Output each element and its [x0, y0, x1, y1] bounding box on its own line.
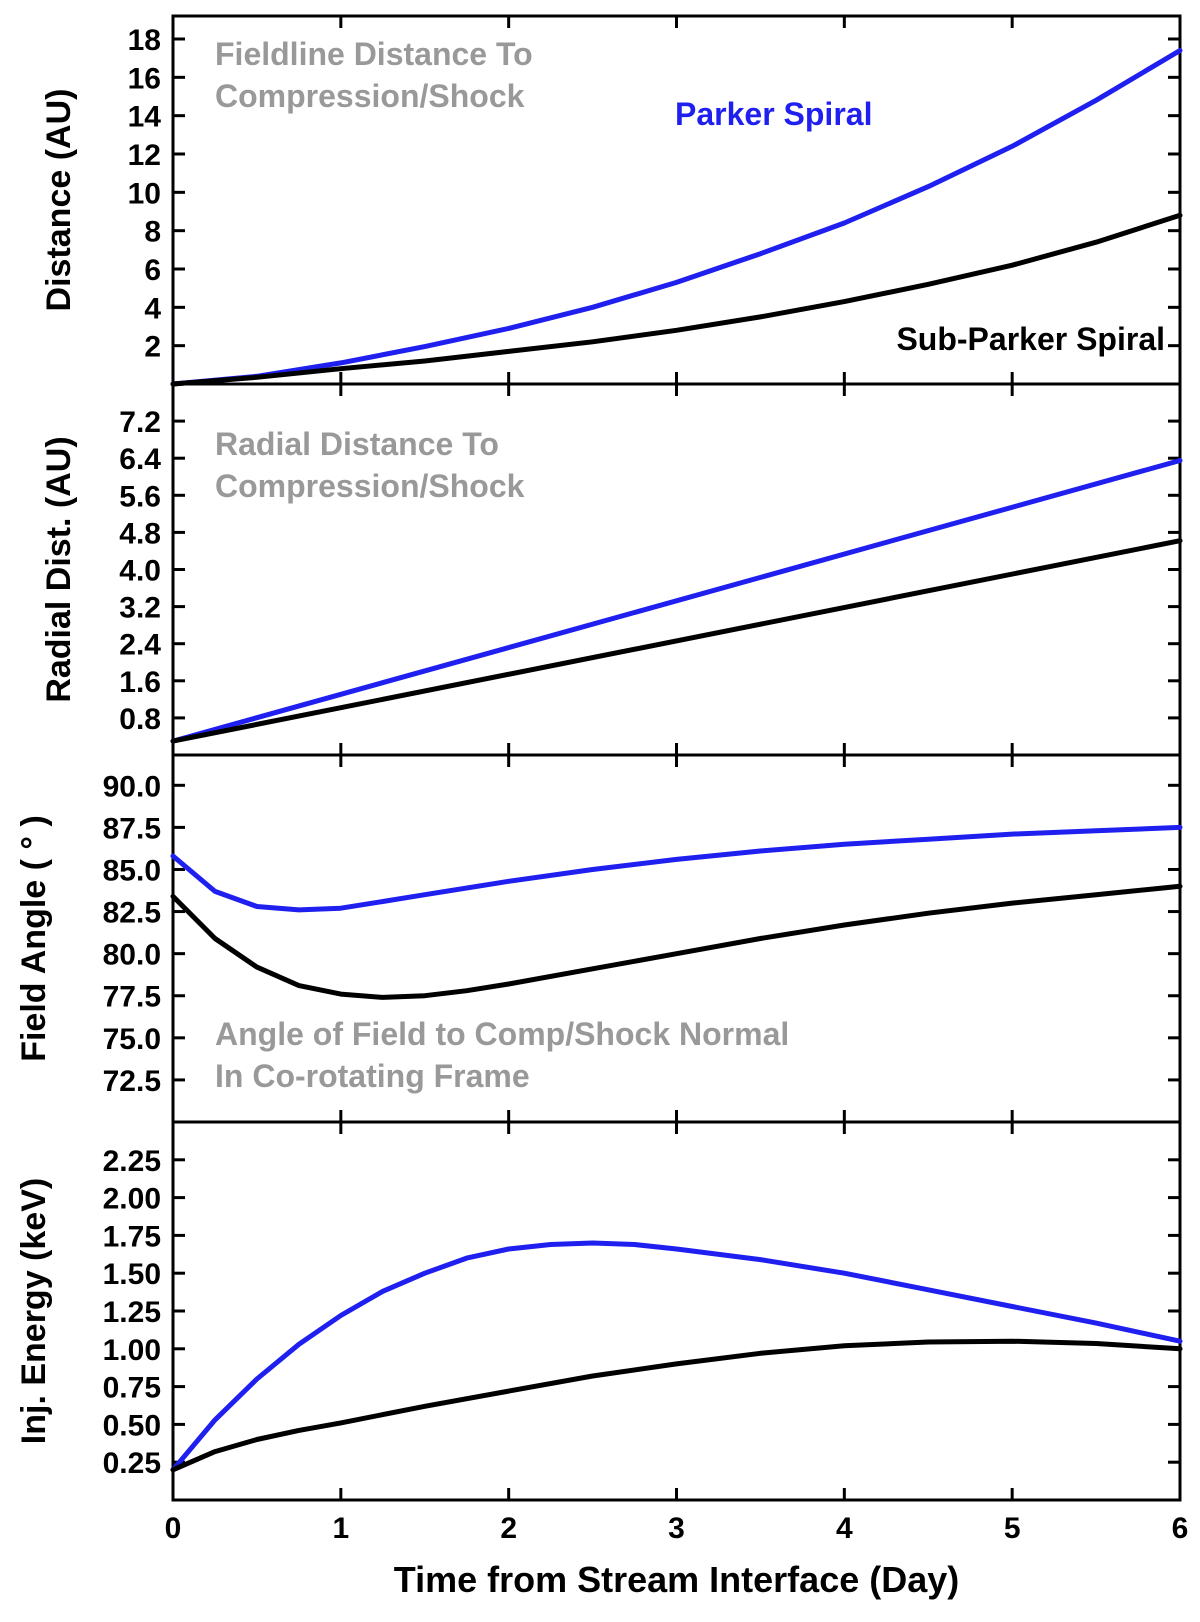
panel-1-ytick-label: 16	[128, 62, 161, 95]
panel-4-parker-line	[170, 1240, 1183, 1473]
panel-1-ytick-label: 14	[128, 101, 162, 134]
panel-3-annotation: In Co-rotating Frame	[215, 1058, 530, 1094]
panel-2-annotation: Radial Distance To	[215, 426, 499, 462]
xtick-label: 6	[1172, 1512, 1189, 1545]
panel-1-subparker-line	[170, 212, 1183, 387]
panel-3-ytick-label: 85.0	[103, 854, 161, 887]
panel-4-ytick-label: 2.00	[103, 1183, 161, 1216]
panel-2-ytick-label: 1.6	[119, 666, 161, 699]
panel-2-ytick-label: 0.8	[119, 703, 161, 736]
panel-2-subparker-line	[170, 538, 1183, 744]
panel-4-ytick-label: 1.25	[103, 1296, 161, 1329]
panel-2-ytick-label: 5.6	[119, 480, 161, 513]
panel-4-ytick-label: 1.75	[103, 1220, 161, 1253]
xtick-label: 2	[500, 1512, 517, 1545]
panel-1-ytick-label: 12	[128, 139, 161, 172]
panel-3-ytick-label: 90.0	[103, 770, 161, 803]
panel-1-annotation: Fieldline Distance To	[215, 36, 533, 72]
panel-3-ytick-label: 72.5	[103, 1065, 161, 1098]
panel-2-ytick-label: 7.2	[119, 406, 161, 439]
panel-2-ytick-label: 4.0	[119, 555, 161, 588]
panel-4-ytick-label: 1.00	[103, 1334, 161, 1367]
panel-1-ytick-label: 2	[144, 331, 161, 364]
panel-4-subparker-line	[170, 1338, 1183, 1473]
panel-3-ytick-label: 77.5	[103, 981, 161, 1014]
xtick-label: 4	[836, 1512, 853, 1545]
panel-1-ytick-label: 4	[144, 292, 161, 325]
panel-4-ytick-label: 0.75	[103, 1372, 161, 1405]
panel-4-ytick-label: 0.50	[103, 1409, 161, 1442]
panel-2-ytick-label: 2.4	[119, 629, 161, 662]
panel-3-ytick-label: 87.5	[103, 812, 161, 845]
xtick-label: 5	[1004, 1512, 1021, 1545]
xtick-label: 3	[668, 1512, 685, 1545]
panel-3-ytick-label: 75.0	[103, 1023, 161, 1056]
panel-3-subparker-line	[170, 883, 1183, 1000]
panel-3-annotation: Angle of Field to Comp/Shock Normal	[215, 1016, 789, 1052]
xtick-label: 0	[165, 1512, 182, 1545]
legend-sub-parker-spiral: Sub-Parker Spiral	[896, 321, 1165, 357]
panel-3-ytick-label: 80.0	[103, 939, 161, 972]
panel-1-ytick-label: 10	[128, 177, 161, 210]
panel-2-ytick-label: 6.4	[119, 443, 161, 476]
xtick-label: 1	[332, 1512, 349, 1545]
panel-2-parker-line	[170, 458, 1183, 744]
panel-4-ytick-label: 0.25	[103, 1447, 161, 1480]
legend-parker-spiral: Parker Spiral	[675, 96, 872, 132]
panel-2-annotation: Compression/Shock	[215, 468, 525, 504]
x-axis-label: Time from Stream Interface (Day)	[394, 1559, 960, 1600]
panel-1-annotation: Compression/Shock	[215, 78, 525, 114]
panel-1-parker-line	[170, 48, 1183, 387]
panel-2-ylabel: Radial Dist. (AU)	[40, 436, 78, 702]
panel-2-ytick-label: 3.2	[119, 592, 161, 625]
panel-3-parker-line	[170, 824, 1183, 913]
panel-4-ylabel: Inj. Energy (keV)	[15, 1178, 53, 1444]
panel-4-ytick-label: 2.25	[103, 1145, 161, 1178]
panel-2-ytick-label: 4.8	[119, 517, 161, 550]
panel-1-ytick-label: 18	[128, 24, 161, 57]
panel-1-ytick-label: 6	[144, 254, 161, 287]
panel-1-ylabel: Distance (AU)	[40, 89, 78, 312]
panel-4-ytick-label: 1.50	[103, 1258, 161, 1291]
panel-1-ytick-label: 8	[144, 216, 161, 249]
panel-3-ytick-label: 82.5	[103, 897, 161, 930]
panel-3-ylabel: Field Angle ( ° )	[15, 815, 53, 1062]
